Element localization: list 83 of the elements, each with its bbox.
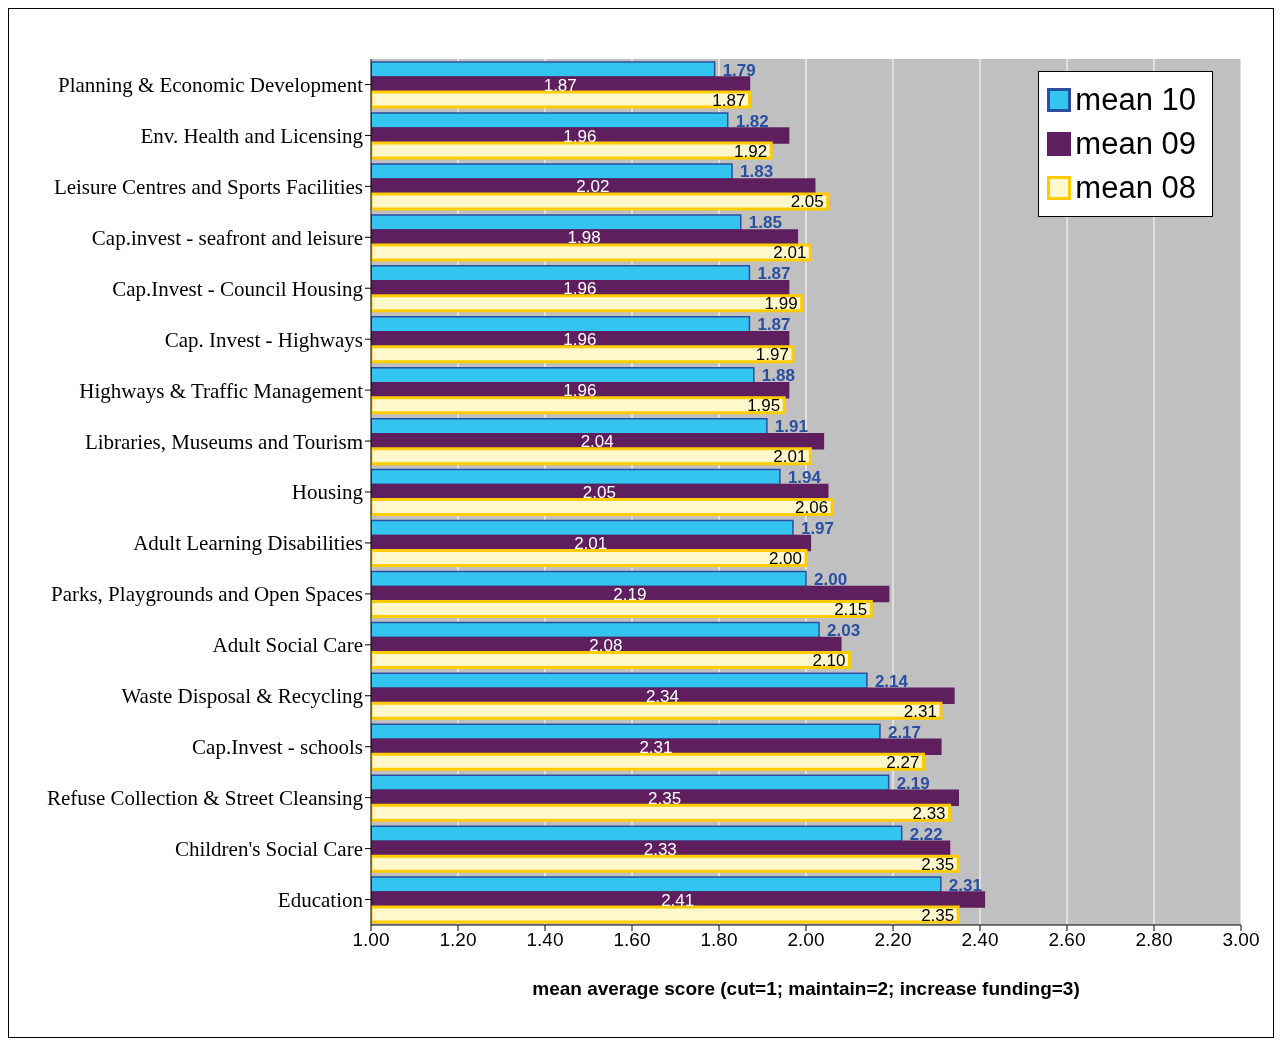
x-tick-label: 2.00	[787, 929, 825, 951]
data-label: 2.27	[886, 752, 920, 772]
legend-label: mean 09	[1075, 125, 1196, 163]
x-tick-label: 1.20	[439, 929, 477, 951]
x-tick-label: 1.40	[526, 929, 564, 951]
data-label: 1.97	[800, 519, 835, 539]
y-tick-label: Planning & Economic Development	[57, 72, 364, 97]
data-label: 2.41	[661, 890, 695, 910]
x-tick-label: 2.40	[961, 929, 999, 951]
y-tick-label: Waste Disposal & Recycling	[121, 684, 364, 709]
data-label: 1.94	[787, 468, 822, 488]
data-label: 1.82	[735, 111, 769, 131]
data-label: 1.87	[757, 264, 791, 284]
data-label: 2.14	[874, 671, 909, 691]
data-label: 2.17	[887, 722, 922, 742]
data-label: 2.35	[648, 788, 682, 808]
data-label: 1.87	[543, 75, 577, 95]
data-label: 1.88	[761, 366, 795, 386]
y-tick-label: Cap.Invest - schools	[192, 735, 363, 760]
legend-label: mean 10	[1075, 81, 1196, 119]
data-label: 1.96	[563, 279, 597, 299]
data-label: 1.98	[567, 228, 601, 248]
data-label: 2.31	[639, 737, 673, 757]
x-tick-label: 1.60	[613, 929, 651, 951]
data-label: 2.00	[814, 570, 848, 589]
x-axis-title: mean average score (cut=1; maintain=2; increase funding=3)	[532, 978, 1080, 999]
data-label: 2.03	[827, 620, 861, 640]
y-tick-label: Leisure Centres and Sports Facilities	[53, 174, 363, 199]
y-tick-label: Adult Social Care	[212, 633, 363, 658]
x-tick-label: 2.80	[1135, 929, 1173, 951]
data-label: 1.83	[740, 162, 774, 182]
data-label: 2.04	[580, 432, 614, 452]
data-label: 2.08	[589, 635, 623, 655]
data-label: 1.91	[774, 417, 808, 437]
y-tick-label: Cap.invest - seafront and leisure	[91, 225, 363, 250]
y-tick-label: Libraries, Museums and Tourism	[84, 429, 363, 454]
data-label: 1.92	[734, 141, 768, 161]
x-tick-label: 1.80	[700, 929, 738, 951]
data-label: 2.01	[773, 447, 807, 467]
data-label: 1.96	[563, 126, 597, 146]
y-tick-label: Children's Social Care	[174, 837, 363, 862]
data-label: 2.10	[812, 650, 846, 670]
data-label: 2.35	[921, 854, 955, 874]
y-tick-label: Parks, Playgrounds and Open Spaces	[50, 582, 363, 607]
data-label: 2.15	[834, 600, 868, 619]
data-label: 1.96	[563, 330, 597, 350]
y-tick-label: Education	[277, 887, 364, 912]
data-label: 2.33	[912, 803, 946, 823]
data-label: 1.85	[748, 213, 782, 233]
data-label: 2.35	[921, 905, 955, 925]
data-label: 1.87	[712, 90, 746, 110]
y-tick-label: Env. Health and Licensing	[140, 123, 364, 148]
data-label: 2.01	[773, 243, 807, 263]
data-label: 2.33	[643, 839, 677, 859]
data-label: 1.79	[722, 60, 756, 80]
data-label: 2.05	[582, 483, 616, 503]
data-label: 2.01	[574, 534, 608, 554]
data-label: 1.96	[563, 381, 597, 401]
data-label: 1.95	[747, 396, 781, 416]
legend-label: mean 08	[1075, 169, 1196, 207]
data-label: 2.19	[896, 773, 930, 793]
y-tick-label: Adult Learning Disabilities	[133, 531, 363, 556]
data-label: 2.31	[948, 875, 982, 895]
y-tick-label: Housing	[291, 480, 364, 505]
data-label: 2.00	[768, 549, 802, 569]
data-label: 2.19	[613, 585, 647, 604]
y-tick-label: Refuse Collection & Street Cleansing	[46, 786, 364, 811]
data-label: 2.22	[909, 824, 943, 844]
y-tick-label: Cap. Invest - Highways	[164, 327, 363, 352]
x-tick-label: 2.60	[1048, 929, 1086, 951]
data-label: 1.97	[755, 345, 789, 365]
x-tick-label: 1.00	[352, 929, 390, 951]
y-tick-label: Highways & Traffic Management	[79, 378, 364, 403]
x-tick-label: 2.20	[874, 929, 912, 951]
data-label: 1.99	[764, 294, 798, 314]
data-label: 2.34	[645, 686, 679, 706]
x-tick-label: 3.00	[1222, 929, 1260, 951]
data-label: 2.02	[576, 177, 610, 197]
y-tick-label: Cap.Invest - Council Housing	[112, 276, 364, 301]
data-label: 2.06	[795, 498, 829, 518]
data-label: 2.31	[903, 701, 937, 721]
data-label: 1.87	[757, 315, 791, 335]
data-label: 2.05	[790, 192, 824, 212]
